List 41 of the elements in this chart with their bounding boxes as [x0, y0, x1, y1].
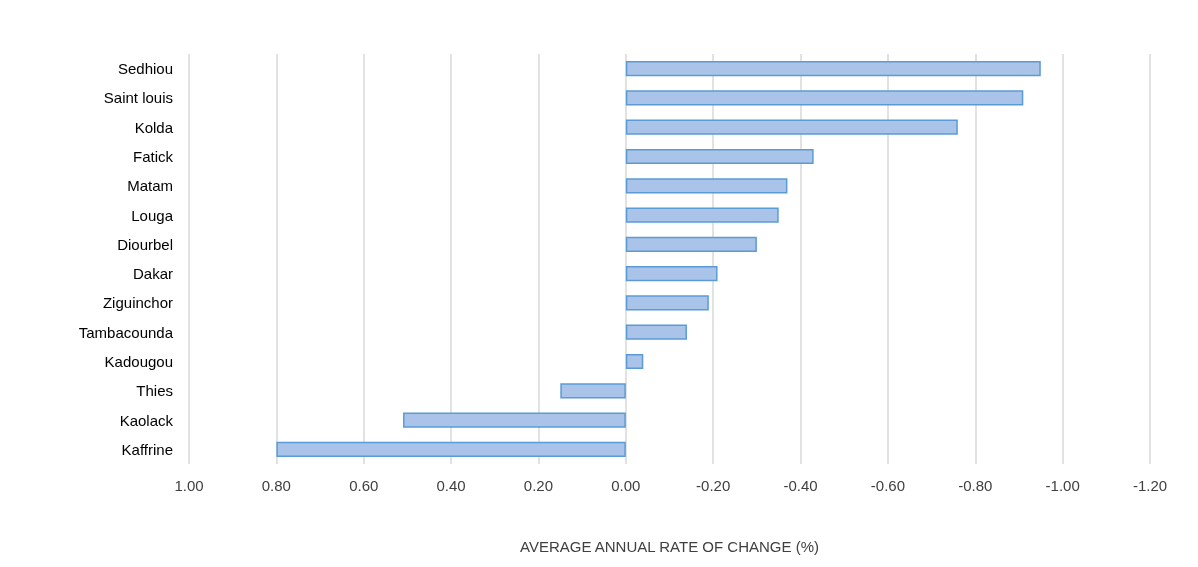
- bar: [625, 178, 788, 194]
- y-tick-label: Saint louis: [103, 89, 173, 107]
- x-tick-label: 0.00: [611, 477, 641, 494]
- bar: [625, 295, 709, 311]
- y-tick-label: Kaffrine: [121, 440, 173, 458]
- y-tick-label: Matam: [127, 177, 173, 195]
- x-tick-label: -0.80: [958, 477, 993, 494]
- x-tick-label: -1.00: [1045, 477, 1080, 494]
- bar: [625, 119, 958, 135]
- y-tick-label: Louga: [131, 206, 174, 224]
- y-tick-label: Dakar: [132, 265, 173, 283]
- y-tick-label: Kolda: [134, 118, 174, 136]
- x-tick-label: -0.60: [870, 477, 906, 494]
- x-tick-label: -1.20: [1132, 477, 1168, 494]
- y-tick-label: Sedhiou: [117, 60, 173, 78]
- bar: [625, 266, 718, 282]
- bar: [625, 90, 1024, 106]
- bar: [625, 148, 814, 165]
- x-tick-label: 0.60: [349, 477, 379, 494]
- y-tick-label: Kadougou: [104, 353, 173, 370]
- bar: [625, 236, 757, 252]
- x-tick-label: -0.20: [696, 477, 731, 494]
- y-tick-label: Fatick: [132, 148, 174, 165]
- x-tick-label: 0.40: [436, 477, 466, 494]
- bar: [625, 61, 1041, 77]
- y-tick-label: Tambacounda: [78, 323, 174, 341]
- bar: [276, 441, 626, 457]
- bar: [625, 207, 779, 223]
- x-tick-label: -0.40: [783, 477, 818, 494]
- y-tick-label: Ziguinchor: [102, 294, 173, 312]
- x-tick-label: 0.80: [261, 477, 291, 494]
- y-tick-label: Thies: [136, 382, 173, 400]
- y-tick-label: Diourbel: [117, 235, 173, 253]
- y-tick-label: Kaolack: [119, 411, 174, 429]
- bar: [625, 324, 687, 340]
- bar: [625, 353, 644, 370]
- bar: [403, 412, 626, 428]
- x-axis-title: AVERAGE ANNUAL RATE OF CHANGE (%): [520, 538, 819, 555]
- x-tick-label: 0.20: [523, 477, 554, 494]
- bar: [560, 383, 626, 399]
- x-tick-label: 1.00: [174, 477, 204, 494]
